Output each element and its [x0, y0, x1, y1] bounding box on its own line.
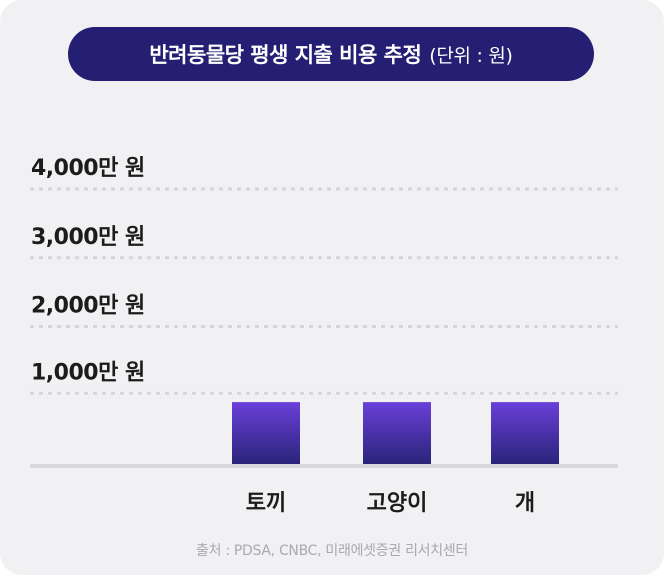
- y-tick-label-2000: 2,000만 원: [31, 294, 145, 319]
- y-tick-label-3000: 3,000만 원: [31, 225, 145, 250]
- bar-1: [232, 402, 300, 464]
- source-note: 출처 : PDSA, CNBC, 미래에셋증권 리서치센터: [196, 543, 468, 559]
- bar-3: [491, 402, 559, 464]
- x-category-label-1: 토끼: [246, 491, 286, 516]
- x-axis-baseline: [30, 464, 618, 468]
- bar-2: [363, 402, 431, 464]
- unit-note: (단위 : 원): [429, 44, 513, 67]
- y-tick-label-1000: 1,000만 원: [31, 360, 145, 385]
- title-pill: 반려동물당 평생 지출 비용 추정 (단위 : 원): [68, 27, 594, 81]
- x-category-label-2: 고양이: [367, 491, 428, 516]
- x-category-label-3: 개: [515, 491, 535, 516]
- chart-title: 반려동물당 평생 지출 비용 추정: [149, 43, 422, 67]
- y-tick-label-4000: 4,000만 원: [31, 156, 145, 181]
